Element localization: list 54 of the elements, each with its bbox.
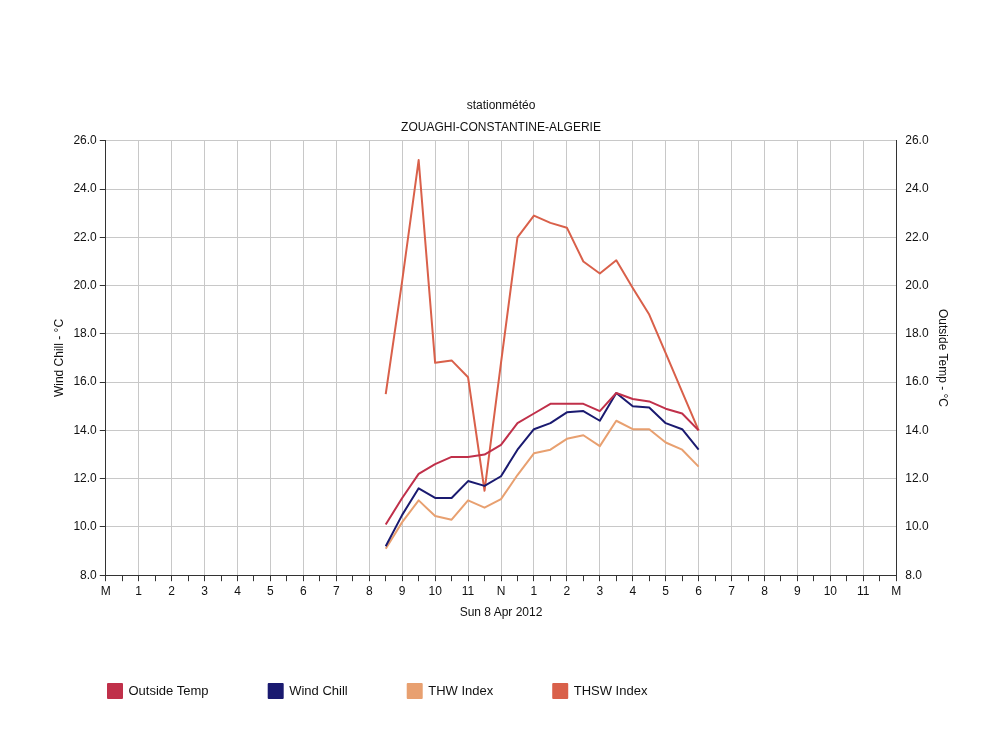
y2-axis-title: Outside Temp - °C <box>936 309 951 408</box>
x-tick-label: 9 <box>794 583 802 598</box>
x-tick-label: 1 <box>530 583 538 598</box>
x-tick-label: 11 <box>461 583 475 598</box>
y2-tick-label: 12.0 <box>905 470 929 485</box>
x-tick-label: 10 <box>823 583 838 598</box>
y-tick-label: 18.0 <box>73 326 98 341</box>
x-tick-label: 7 <box>332 583 340 598</box>
legend-label: THSW Index <box>573 682 648 698</box>
legend-label: THW Index <box>428 682 494 698</box>
x-tick-label: 10 <box>428 583 443 598</box>
x-tick-label: 4 <box>629 583 637 598</box>
y-tick-label: 8.0 <box>80 567 98 582</box>
x-tick-label: 1 <box>135 583 143 598</box>
y2-tick-label: 18.0 <box>905 326 929 341</box>
x-tick-label: 4 <box>234 583 242 598</box>
y2-tick-label: 20.0 <box>905 277 929 292</box>
y-tick-label: 20.0 <box>73 277 98 292</box>
x-tick-label: 2 <box>168 583 176 598</box>
y-tick-label: 14.0 <box>73 422 98 437</box>
chart-subtitle: ZOUAGHI-CONSTANTINE-ALGERIE <box>401 119 601 134</box>
y2-tick-label: 26.0 <box>905 133 929 148</box>
y2-tick-label: 8.0 <box>905 567 923 582</box>
x-tick-label: 6 <box>300 583 308 598</box>
legend-label: Outside Temp <box>128 682 209 698</box>
x-tick-label: 3 <box>201 583 209 598</box>
y-axis-title: Wind Chill - °C <box>51 318 66 398</box>
y-tick-label: 26.0 <box>73 133 98 148</box>
x-tick-label: M <box>100 583 111 598</box>
y-tick-label: 22.0 <box>73 229 98 244</box>
chart-title: stationmétéo <box>466 97 536 112</box>
y-tick-label: 24.0 <box>73 181 98 196</box>
x-tick-label: 8 <box>365 583 373 598</box>
x-tick-label: 6 <box>695 583 703 598</box>
legend-label: Wind Chill <box>289 682 348 698</box>
x-tick-label: 11 <box>857 583 870 598</box>
y-tick-label: 10.0 <box>73 519 98 534</box>
y-tick-label: 16.0 <box>73 374 98 389</box>
y-tick-label: 12.0 <box>73 470 98 485</box>
x-tick-label: 2 <box>563 583 571 598</box>
y2-tick-label: 16.0 <box>905 374 929 389</box>
x-tick-label: M <box>891 583 902 598</box>
y2-tick-label: 10.0 <box>905 519 929 534</box>
x-tick-label: 7 <box>728 583 736 598</box>
x-tick-label: 3 <box>596 583 604 598</box>
x-tick-label: N <box>496 583 506 598</box>
y2-tick-label: 22.0 <box>905 229 929 244</box>
y2-tick-label: 24.0 <box>905 181 929 196</box>
y2-tick-label: 14.0 <box>905 422 929 437</box>
x-tick-label: 5 <box>662 583 670 598</box>
x-tick-label: 8 <box>761 583 769 598</box>
x-tick-label: 5 <box>267 583 275 598</box>
x-axis-title: Sun 8 Apr 2012 <box>459 605 543 620</box>
x-tick-label: 9 <box>398 583 406 598</box>
